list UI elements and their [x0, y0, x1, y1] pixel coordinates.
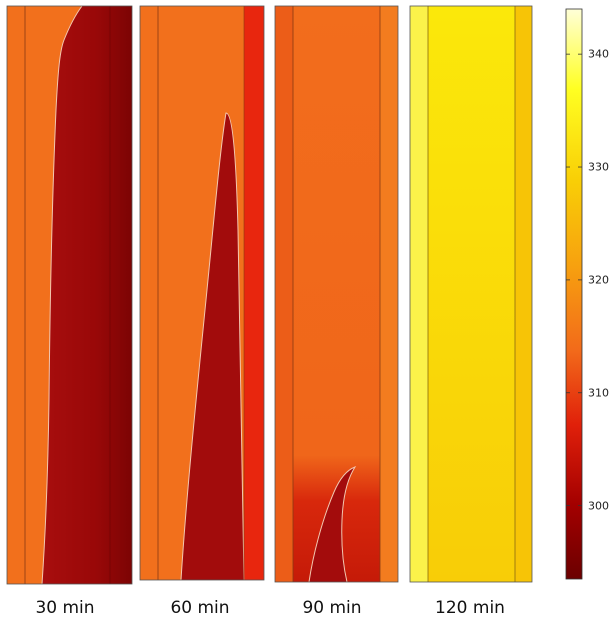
colorbar-gradient — [566, 9, 582, 579]
colorbar-tick-label-320: 320 — [588, 273, 609, 286]
colorbar — [566, 9, 582, 579]
colorbar-tick-label-300: 300 — [588, 499, 609, 512]
colorbar-tick-label-330: 330 — [588, 161, 609, 174]
panel-60min-right-band — [244, 6, 264, 580]
panel-label-120min: 120 min — [435, 598, 505, 618]
panel-30min — [7, 6, 132, 584]
panel-120min-right-band — [515, 6, 532, 582]
panel-label-60min: 60 min — [170, 598, 229, 618]
panel-120min-left-band — [410, 6, 428, 582]
panel-120min — [410, 6, 532, 582]
panel-60min — [140, 6, 264, 580]
panel-label-90min: 90 min — [302, 598, 361, 618]
panel-90min-right-band — [380, 6, 398, 582]
panel-90min — [275, 6, 398, 582]
colorbar-tick-label-340: 340 — [588, 48, 609, 61]
colorbar-tick-label-310: 310 — [588, 386, 609, 399]
panel-label-30min: 30 min — [35, 598, 94, 618]
panel-90min-left-band — [275, 6, 293, 582]
